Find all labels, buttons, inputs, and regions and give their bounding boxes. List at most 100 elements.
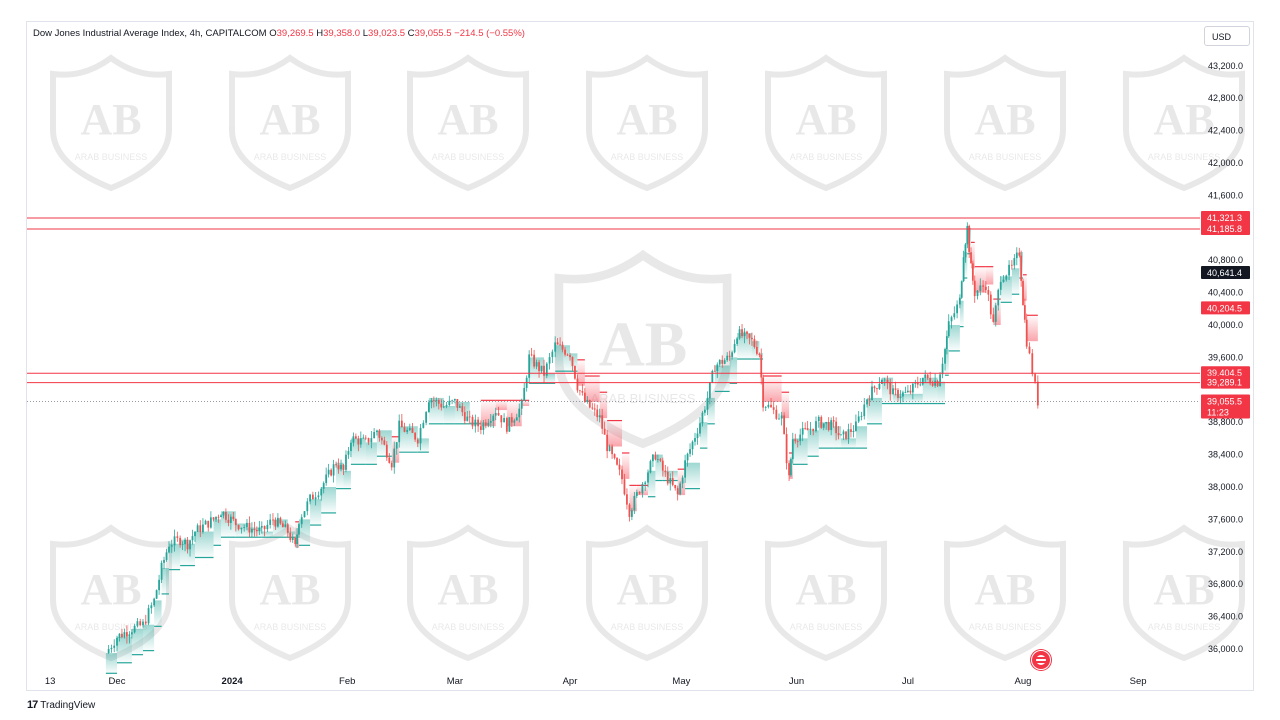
candle-body <box>973 280 976 297</box>
trend-band-segment <box>867 397 882 424</box>
candle-body <box>272 519 274 521</box>
time-axis[interactable]: 13 Dec 2024 Feb Mar Apr May Jun Jul Aug Sep <box>45 676 1147 687</box>
candle-body <box>179 537 182 546</box>
candle-body <box>1028 346 1031 354</box>
candle-body <box>548 357 551 364</box>
candle-body <box>748 333 751 338</box>
candle-body <box>941 363 944 375</box>
time-tick-label: Mar <box>447 676 463 687</box>
candle-body <box>202 524 204 532</box>
candle-body <box>255 529 258 532</box>
candle-body <box>367 438 370 443</box>
shield-watermark-icon: AB ARAB BUSINESS <box>229 524 351 662</box>
symbol-legend[interactable]: Dow Jones Industrial Average Index, 4h, … <box>33 28 525 39</box>
trend-band-segment <box>261 531 273 538</box>
candle-body <box>581 391 584 393</box>
candle-body <box>212 517 215 520</box>
candle-body <box>621 469 623 480</box>
tradingview-logo[interactable]: 17 TradingView <box>27 699 95 711</box>
candle-body <box>718 359 721 365</box>
candle-body <box>926 374 929 378</box>
candle-body <box>571 357 574 366</box>
axis-price-tag-label: 40,641.4 <box>1207 268 1242 278</box>
candle-body <box>583 392 586 402</box>
candle-body <box>806 428 809 431</box>
candle-body <box>731 352 734 357</box>
watermark-monogram: AB <box>974 95 1035 144</box>
candle-body <box>176 536 179 538</box>
candle-body <box>209 517 212 528</box>
candle-body <box>647 472 649 483</box>
candle-body <box>791 439 794 460</box>
candle-body <box>277 517 279 527</box>
candle-body <box>751 337 753 340</box>
candle-body <box>860 416 863 417</box>
candle-body <box>866 399 868 405</box>
candle-body <box>497 412 500 416</box>
candle-body <box>395 442 398 449</box>
price-axis[interactable]: 43,200.0 42,800.0 42,400.0 42,000.0 41,600.0… <box>1201 61 1250 654</box>
candle-body <box>897 389 899 398</box>
candle-body <box>704 409 706 413</box>
candle-body <box>950 317 953 322</box>
price-tick-label: 38,400.0 <box>1208 450 1243 460</box>
candle-body <box>309 494 311 502</box>
candle-body <box>229 516 232 523</box>
tradingview-mark-icon: 17 <box>27 699 38 711</box>
trend-band-segment <box>1026 315 1038 342</box>
candle-body <box>144 621 147 624</box>
trend-band-segment <box>1011 268 1020 295</box>
candle-body <box>713 370 716 372</box>
candle-body <box>518 408 521 418</box>
candle-body <box>661 460 664 471</box>
candle-body <box>463 412 466 421</box>
candle-body <box>659 459 662 461</box>
candle-body <box>118 633 121 638</box>
candle-body <box>403 427 406 432</box>
trend-band-segment <box>792 438 808 465</box>
candle-body <box>987 289 990 295</box>
axis-price-tag: 40,204.5 <box>1201 301 1250 315</box>
time-tick-label: Aug <box>1015 676 1032 687</box>
candle-body <box>664 470 667 472</box>
candle-body <box>641 484 644 494</box>
candle-body <box>603 428 606 435</box>
candle-body <box>364 437 367 439</box>
candle-body <box>551 351 554 358</box>
candle-body <box>576 378 579 391</box>
watermark-monogram: AB <box>616 95 677 144</box>
time-tick-label: Dec <box>109 676 126 687</box>
level-price-tag-bg <box>1201 375 1250 389</box>
candle-body <box>191 536 194 541</box>
candle-body <box>110 647 113 650</box>
candle-body <box>513 420 516 423</box>
candle-body <box>274 520 277 527</box>
candle-body <box>298 524 300 535</box>
candle-body <box>345 454 347 470</box>
candle-body <box>679 483 682 495</box>
candle-body <box>994 305 997 322</box>
time-tick-label: May <box>672 676 690 687</box>
candle-body <box>1034 374 1036 382</box>
candle-body <box>586 400 589 402</box>
candle-body <box>815 421 817 432</box>
candle-body <box>979 285 982 291</box>
candle-body <box>474 419 477 427</box>
us-flag-event-icon[interactable] <box>1031 650 1051 670</box>
candle-body <box>523 387 526 401</box>
level-price-tag: 39,289.1 <box>1201 375 1250 389</box>
candle-body <box>618 464 621 470</box>
candle-body <box>775 409 778 419</box>
shield-watermark-icon: AB ARAB BUSINESS <box>944 524 1066 662</box>
candle-body <box>850 429 852 433</box>
trend-band-segment <box>142 624 155 651</box>
currency-button[interactable]: USD <box>1204 26 1250 46</box>
candle-body <box>126 632 128 637</box>
candle-body <box>130 632 133 635</box>
candle-body <box>868 399 871 401</box>
watermark-brand-text: ARAB BUSINESS <box>254 622 327 632</box>
trend-band-segment <box>677 469 686 496</box>
trend-band-segment <box>417 438 429 453</box>
time-tick-label: Feb <box>339 676 355 687</box>
